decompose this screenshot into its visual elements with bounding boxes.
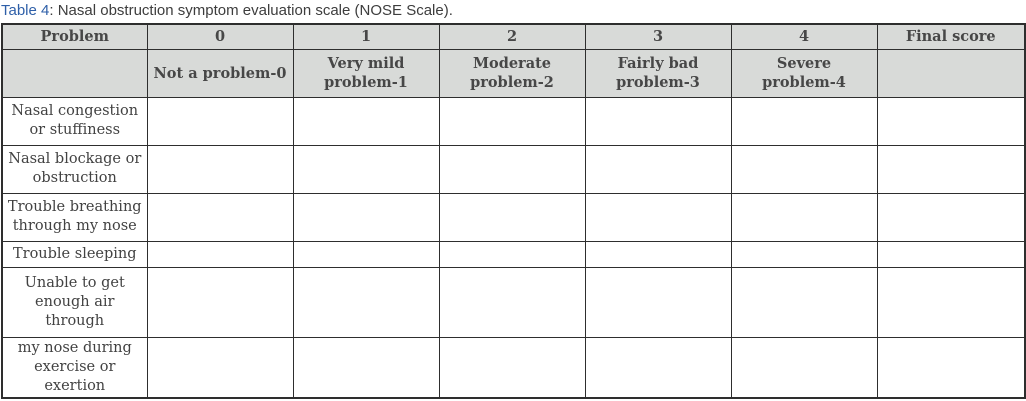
score-cell bbox=[438, 144, 586, 194]
subheader-fairly-bad: Fairly bad problem-3 bbox=[584, 48, 732, 98]
problem-label: Nasal blockage or obstruction bbox=[1, 144, 148, 194]
problem-label: Nasal congestion or stuffiness bbox=[1, 96, 148, 146]
problem-label: Trouble sleeping bbox=[1, 240, 148, 268]
score-cell bbox=[584, 240, 732, 268]
score-cell bbox=[146, 96, 294, 146]
score-cell bbox=[292, 336, 440, 399]
final-score-cell bbox=[876, 192, 1026, 242]
score-cell bbox=[292, 144, 440, 194]
final-score-cell bbox=[876, 266, 1026, 338]
final-score-cell bbox=[876, 336, 1026, 399]
score-cell bbox=[292, 96, 440, 146]
score-cell bbox=[146, 336, 294, 399]
col-header-1: 1 bbox=[292, 23, 440, 50]
problem-label: Trouble breathing through my nose bbox=[1, 192, 148, 242]
score-cell bbox=[584, 266, 732, 338]
score-cell bbox=[584, 96, 732, 146]
score-cell bbox=[146, 240, 294, 268]
subheader-problem-empty bbox=[1, 48, 148, 98]
score-cell bbox=[438, 266, 586, 338]
table-caption-text: : Nasal obstruction symptom evaluation s… bbox=[49, 2, 453, 19]
score-cell bbox=[438, 336, 586, 399]
subheader-final-empty bbox=[876, 48, 1026, 98]
col-header-2: 2 bbox=[438, 23, 586, 50]
score-cell bbox=[730, 192, 878, 242]
subheader-very-mild: Very mild problem-1 bbox=[292, 48, 440, 98]
table-row: Trouble breathing through my nose bbox=[1, 192, 1026, 242]
score-cell bbox=[438, 96, 586, 146]
score-cell bbox=[146, 192, 294, 242]
score-cell bbox=[584, 336, 732, 399]
col-header-problem: Problem bbox=[1, 23, 148, 50]
subheader-severe: Severe problem-4 bbox=[730, 48, 878, 98]
subheader-row: Not a problem-0 Very mild problem-1 Mode… bbox=[1, 48, 1026, 98]
table-row: Nasal blockage or obstruction bbox=[1, 144, 1026, 194]
score-cell bbox=[292, 266, 440, 338]
score-cell bbox=[438, 192, 586, 242]
problem-label: my nose during exercise or exertion bbox=[1, 336, 148, 399]
col-header-3: 3 bbox=[584, 23, 732, 50]
problem-label: Unable to get enough air through bbox=[1, 266, 148, 338]
final-score-cell bbox=[876, 96, 1026, 146]
subheader-not-a-problem: Not a problem-0 bbox=[146, 48, 294, 98]
final-score-cell bbox=[876, 144, 1026, 194]
score-cell bbox=[730, 144, 878, 194]
score-cell bbox=[730, 336, 878, 399]
col-header-4: 4 bbox=[730, 23, 878, 50]
score-cell bbox=[730, 240, 878, 268]
header-row: Problem 0 1 2 3 4 Final score bbox=[1, 23, 1026, 50]
score-cell bbox=[146, 144, 294, 194]
score-cell bbox=[292, 240, 440, 268]
score-cell bbox=[584, 144, 732, 194]
score-cell bbox=[146, 266, 294, 338]
table-row: Nasal congestion or stuffiness bbox=[1, 96, 1026, 146]
score-cell bbox=[730, 266, 878, 338]
score-cell bbox=[292, 192, 440, 242]
subheader-moderate: Moderate problem-2 bbox=[438, 48, 586, 98]
score-cell bbox=[438, 240, 586, 268]
col-header-final-score: Final score bbox=[876, 23, 1026, 50]
nose-scale-table: Problem 0 1 2 3 4 Final score Not a prob… bbox=[1, 23, 1026, 399]
table-caption-label: Table 4 bbox=[1, 2, 50, 19]
score-cell bbox=[730, 96, 878, 146]
score-cell bbox=[584, 192, 732, 242]
table-row: Trouble sleeping bbox=[1, 240, 1026, 268]
col-header-0: 0 bbox=[146, 23, 294, 50]
table-row: my nose during exercise or exertion bbox=[1, 336, 1026, 399]
table-caption: Table 4: Nasal obstruction symptom evalu… bbox=[1, 1, 1026, 21]
table-row: Unable to get enough air through bbox=[1, 266, 1026, 338]
final-score-cell bbox=[876, 240, 1026, 268]
